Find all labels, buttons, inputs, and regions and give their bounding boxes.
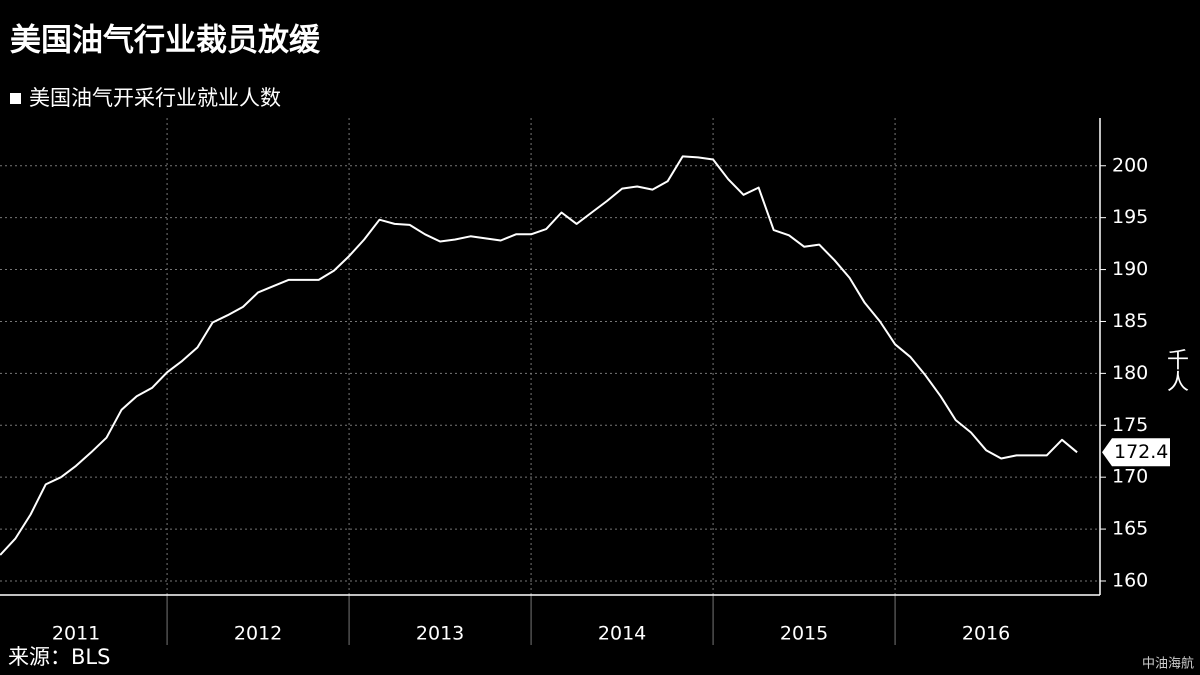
data-line	[0, 155, 1078, 556]
legend-swatch	[10, 93, 21, 104]
x-tick-label: 2013	[416, 623, 464, 645]
x-tick-label: 2014	[598, 623, 646, 645]
watermark: 中油海航	[1142, 656, 1194, 672]
x-tick-label: 2011	[52, 623, 100, 645]
chart-title: 美国油气行业裁员放缓	[10, 23, 321, 59]
y-tick-label: 165	[1112, 518, 1148, 540]
x-tick-label: 2012	[234, 623, 282, 645]
y-tick-label: 190	[1112, 258, 1148, 280]
value-label: 172.4	[1114, 441, 1168, 463]
y-tick-label: 160	[1112, 569, 1148, 591]
x-tick-label: 2015	[780, 623, 828, 645]
y-tick-label: 195	[1112, 206, 1148, 228]
source: 来源：BLS	[8, 645, 110, 669]
y-axis-label: 千人	[1163, 348, 1189, 392]
y-tick-label: 175	[1112, 414, 1148, 436]
y-tick-label: 185	[1112, 310, 1148, 332]
y-tick-label: 170	[1112, 466, 1148, 488]
y-tick-label: 200	[1112, 154, 1148, 176]
x-tick-label: 2016	[962, 623, 1010, 645]
legend-label: 美国油气开采行业就业人数	[29, 86, 281, 110]
y-tick-label: 180	[1112, 362, 1148, 384]
value-label-box	[1102, 438, 1170, 467]
